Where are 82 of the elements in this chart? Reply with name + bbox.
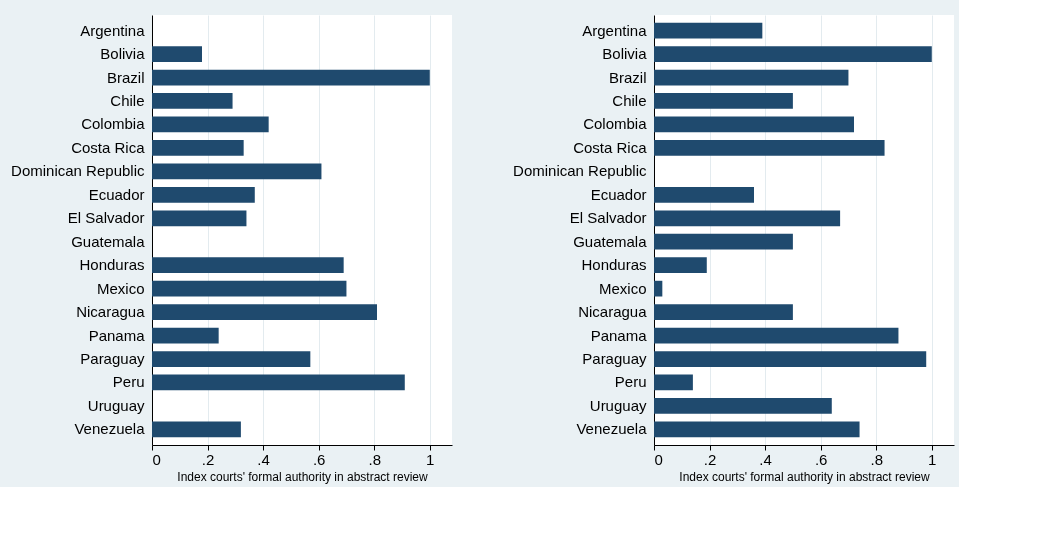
y-tick-label: Colombia [583,115,648,133]
x-tick-label: .4 [759,450,772,468]
x-tick-label: .4 [257,450,270,468]
y-tick-label: Uruguay [87,396,145,414]
y-tick-label: Nicaragua [76,303,146,321]
bar [152,257,344,274]
bar [654,257,707,274]
y-tick-label: Peru [112,373,145,391]
y-tick-label: Brazil [106,68,145,86]
y-tick-label: Venezuela [74,420,146,438]
x-tick-label: 0 [152,450,161,468]
x-tick-label: .6 [312,450,326,468]
bar [654,351,927,367]
y-tick-label: Paraguay [80,350,145,368]
bar [654,22,763,39]
y-tick-label: Mexico [598,279,647,297]
x-tick-label: 1 [426,450,435,468]
x-tick-label: .6 [814,450,828,468]
y-tick-label: Ecuador [88,185,145,203]
x-axis-title: Index courts' formal authority in abstract review [679,469,931,484]
y-tick-label: Colombia [81,115,146,133]
bar [152,351,311,367]
bar [152,374,405,391]
y-tick-label: Ecuador [590,185,647,203]
y-tick-label: Uruguay [589,396,647,414]
y-tick-label: Costa Rica [71,138,146,156]
bar [654,304,793,320]
y-tick-label: Mexico [96,279,145,297]
x-tick-label: .2 [703,450,717,468]
y-tick-label: Nicaragua [578,303,648,321]
y-tick-label: Panama [88,326,146,344]
bar [654,374,693,391]
x-tick-label: 0 [654,450,663,468]
bar [654,280,663,297]
bar [152,116,269,133]
y-tick-label: Dominican Republic [11,162,145,180]
y-tick-label: Honduras [581,256,647,274]
y-tick-label: Guatemala [573,232,648,250]
bar [654,186,754,203]
x-axis-title: Index courts' formal authority in abstract review [177,469,429,484]
bar [654,69,849,86]
bar [152,421,241,438]
x-tick-label: .8 [870,450,883,468]
y-tick-label: El Salvador [569,209,647,227]
bar [152,280,347,297]
bar [152,304,377,320]
y-tick-label: Panama [590,326,648,344]
bar [654,46,932,62]
y-tick-label: Venezuela [576,420,648,438]
y-tick-label: El Salvador [67,209,145,227]
bar [152,69,430,86]
bar [152,93,233,109]
bar [654,210,841,227]
x-tick-label: .2 [201,450,215,468]
bar [152,140,244,156]
bar [654,93,793,109]
y-tick-label: Chile [110,91,145,109]
y-tick-label: Brazil [608,68,647,86]
bar [654,398,832,414]
bar [152,327,219,344]
y-tick-label: Chile [612,91,647,109]
y-tick-label: Argentina [80,21,146,39]
y-tick-label: Honduras [79,256,145,274]
y-tick-label: Costa Rica [573,138,648,156]
y-tick-label: Bolivia [602,45,648,63]
bar [654,140,885,156]
bar [152,46,202,62]
x-tick-label: 1 [928,450,937,468]
bar [654,421,860,438]
bar [654,233,793,250]
x-tick-label: .8 [368,450,381,468]
bar [152,163,322,180]
y-tick-label: Bolivia [100,45,146,63]
y-tick-label: Paraguay [582,350,647,368]
bar [654,116,854,133]
y-tick-label: Peru [614,373,647,391]
bar [152,186,255,203]
y-tick-label: Argentina [582,21,648,39]
bar [654,327,899,344]
y-tick-label: Dominican Republic [513,162,647,180]
y-tick-label: Guatemala [71,232,146,250]
bar [152,210,247,227]
